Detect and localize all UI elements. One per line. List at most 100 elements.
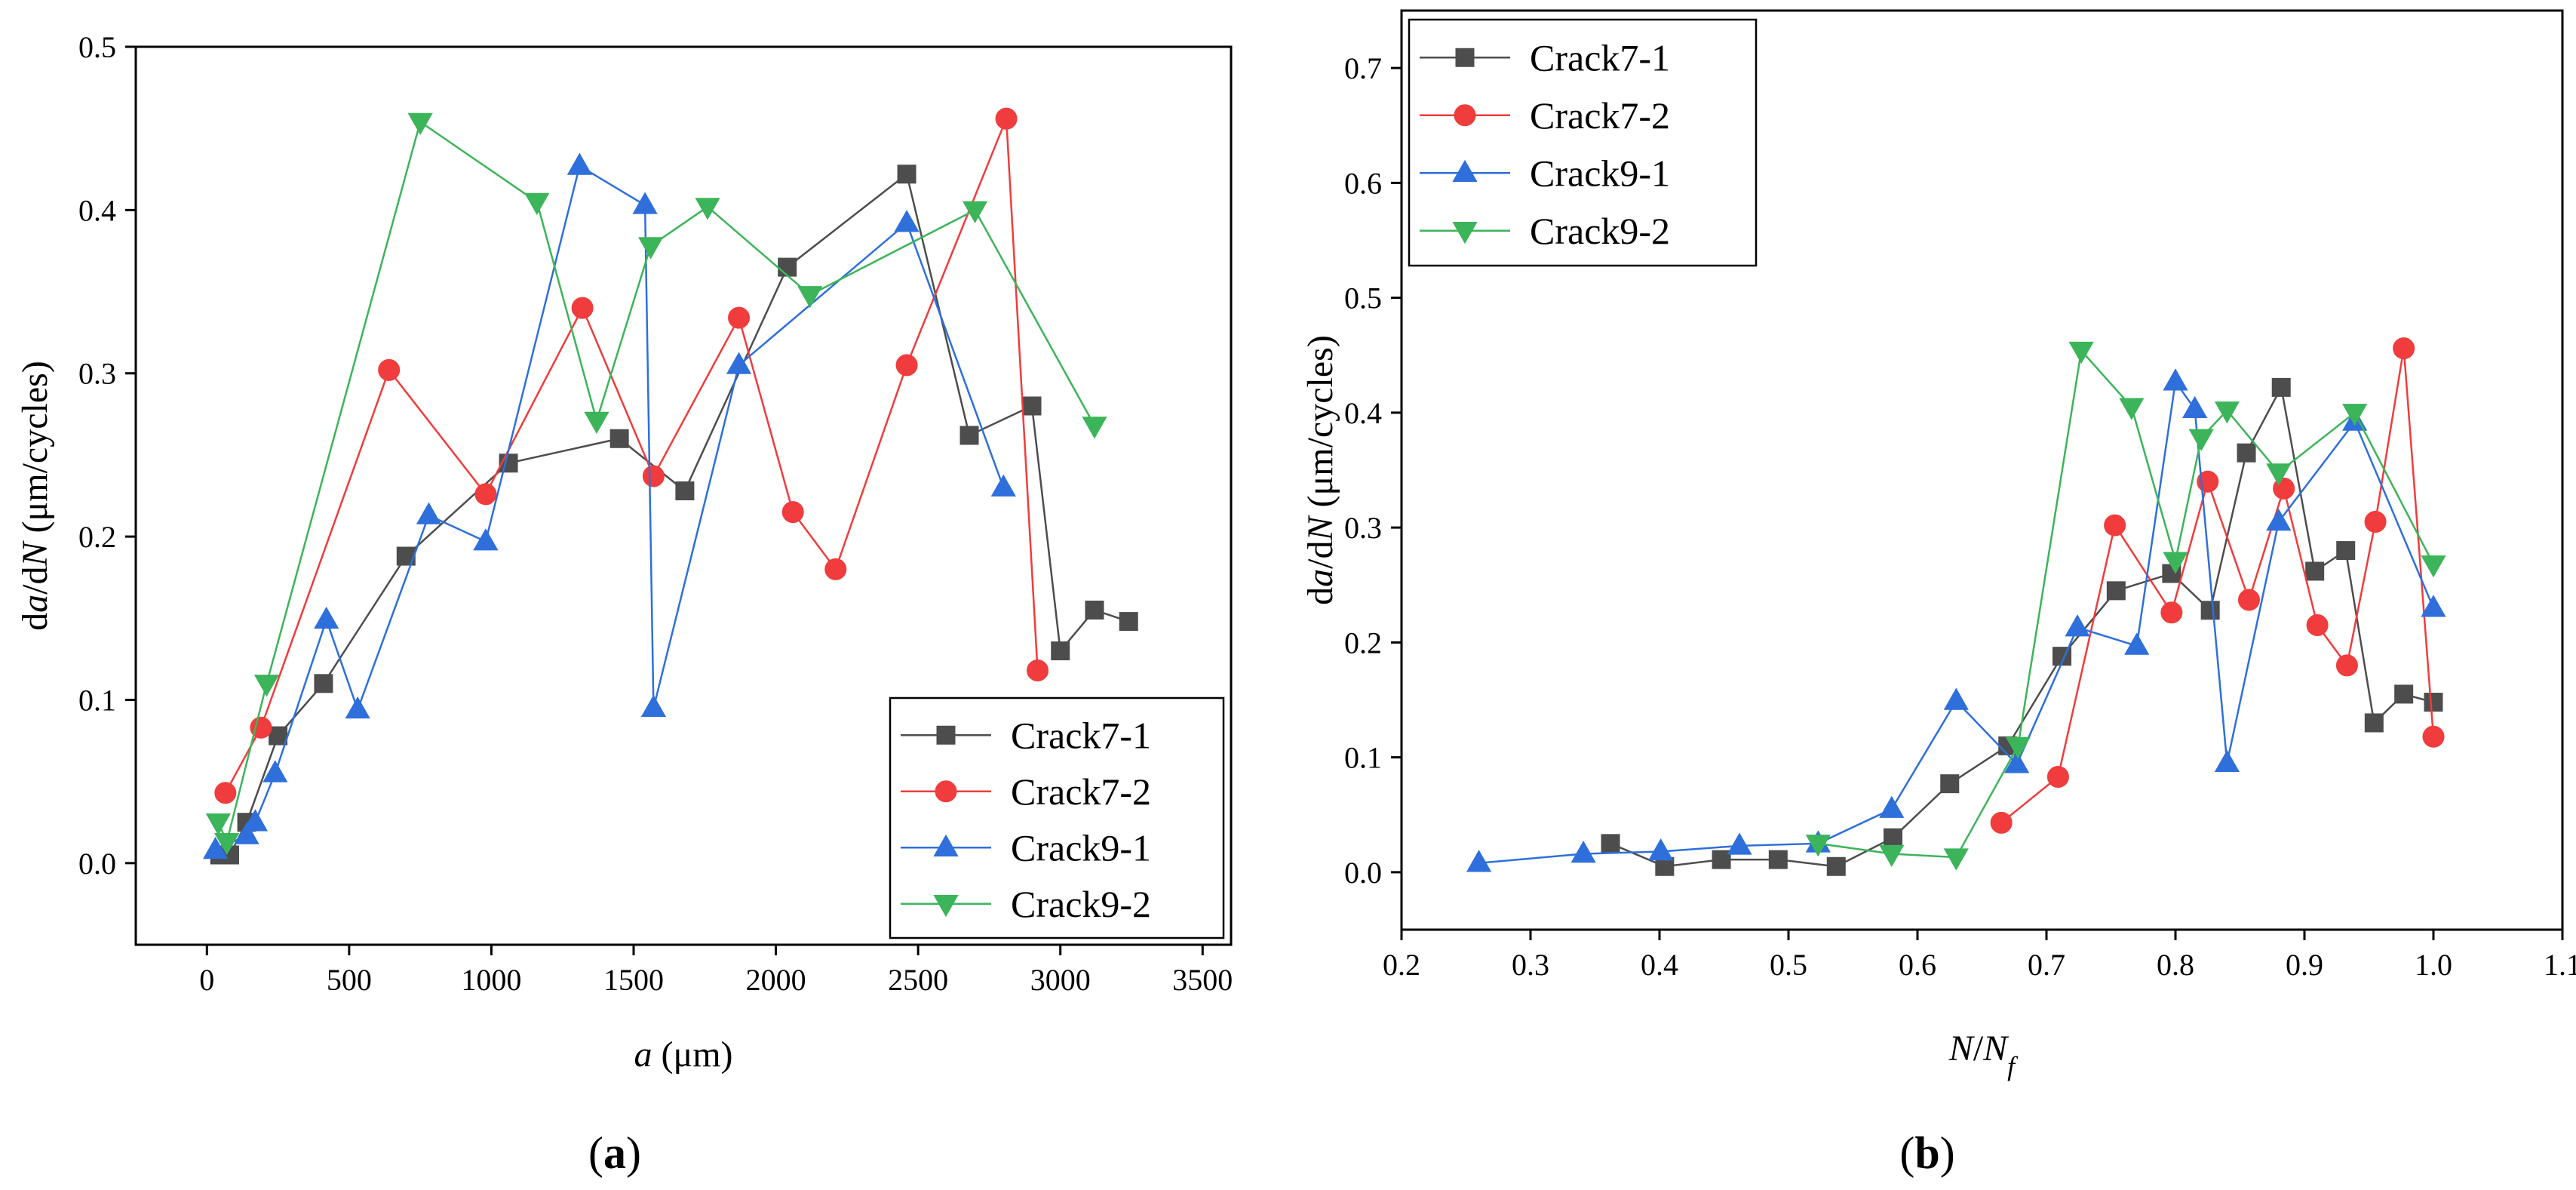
data-point [2393, 337, 2415, 360]
data-point [1712, 850, 1731, 869]
data-point [609, 429, 629, 448]
panel-label: (b) [1899, 1128, 1954, 1178]
x-tick-label: 3500 [1172, 963, 1233, 997]
series-crack9-2 [1805, 341, 2446, 871]
data-point [2237, 443, 2256, 463]
data-point [2124, 632, 2150, 655]
data-point [1466, 850, 1492, 872]
x-tick-label: 0.2 [1383, 948, 1420, 982]
data-point [416, 502, 442, 524]
legend-label: Crack7-1 [1530, 36, 1670, 78]
y-tick-label: 0.0 [78, 847, 116, 881]
data-point [781, 501, 804, 524]
x-tick-label: 0.9 [2286, 948, 2323, 982]
series-line [2000, 348, 2435, 824]
data-point [1570, 841, 1596, 863]
legend-swatch-marker [936, 725, 956, 745]
y-tick-label: 0.1 [1344, 741, 1382, 775]
series-line [224, 118, 1039, 794]
legend-label: Crack7-1 [1011, 714, 1151, 756]
series-crack9-1 [1466, 368, 2446, 872]
data-point [524, 192, 550, 216]
data-point [1022, 396, 1042, 416]
y-tick-label: 0.2 [78, 520, 116, 554]
y-tick-label: 0.5 [1344, 281, 1382, 315]
y-axis-title: da/dN (μm/cycles) [1300, 335, 1340, 605]
y-tick-label: 0.3 [1344, 511, 1382, 545]
data-point [1655, 856, 1675, 876]
series-crack7-1 [210, 165, 1138, 865]
x-tick-label: 0.6 [1899, 948, 1936, 982]
x-axis-title: a (μm) [634, 1035, 732, 1075]
data-point [897, 165, 916, 184]
legend-swatch-marker [1454, 104, 1476, 127]
x-tick-label: 2000 [746, 963, 806, 997]
x-tick-label: 0 [199, 963, 214, 997]
data-point [2005, 736, 2031, 759]
x-tick-label: 1000 [461, 963, 521, 997]
data-point [638, 237, 664, 260]
data-point [2266, 509, 2292, 531]
y-tick-label: 0.4 [78, 193, 116, 227]
data-point [2342, 404, 2368, 426]
data-point [2421, 595, 2446, 617]
plot-frame [134, 45, 1233, 946]
data-point [1601, 834, 1620, 853]
data-point [1879, 844, 1905, 868]
y-tick-label: 0.5 [78, 30, 116, 64]
series-line [1818, 348, 2435, 859]
data-point [2305, 561, 2325, 581]
legend-item: Crack7-1 [901, 714, 1151, 756]
data-point [2214, 749, 2240, 772]
legend-item: Crack7-1 [1420, 36, 1670, 78]
data-point [250, 716, 272, 739]
data-point [2364, 511, 2387, 534]
data-point [253, 675, 280, 697]
data-point [1768, 850, 1788, 869]
y-tick-label: 0.0 [1344, 856, 1382, 890]
data-point [1648, 838, 1674, 861]
x-tick-label: 0.7 [2028, 948, 2065, 982]
series-crack7-2 [214, 107, 1049, 804]
data-point [2119, 398, 2145, 420]
x-tick-label: 1.0 [2415, 948, 2452, 982]
data-point [1119, 612, 1138, 632]
data-point [2424, 693, 2443, 712]
x-tick-label: 0.5 [1770, 948, 1807, 982]
data-point [242, 809, 269, 832]
legend-item: Crack9-2 [901, 883, 1151, 925]
legend-item: Crack7-2 [901, 770, 1151, 813]
legend-label: Crack9-2 [1011, 883, 1151, 925]
data-point [959, 426, 979, 445]
data-point [2163, 552, 2188, 574]
data-point [2163, 368, 2188, 391]
series-crack9-2 [205, 112, 1107, 856]
x-tick-label: 3000 [1030, 963, 1091, 997]
data-point [2364, 713, 2384, 733]
data-point [1940, 774, 1960, 794]
data-point [778, 257, 797, 277]
data-point [1943, 848, 1969, 871]
data-point [234, 822, 259, 844]
data-point [2237, 589, 2260, 611]
data-point [632, 192, 658, 214]
x-tick-label: 0.8 [2157, 948, 2194, 982]
legend-label: Crack7-2 [1011, 770, 1151, 813]
x-tick-label: 2500 [888, 963, 948, 997]
data-point [1082, 417, 1107, 439]
data-point [2394, 684, 2414, 704]
x-tick-label: 500 [327, 963, 372, 997]
legend-swatch-marker [1452, 159, 1478, 182]
data-point [1727, 832, 1752, 855]
data-point [2106, 581, 2126, 601]
data-point [378, 358, 401, 381]
x-tick-label: 0.3 [1512, 948, 1549, 982]
series-crack7-2 [1990, 337, 2445, 834]
legend-item: Crack9-2 [1420, 210, 1670, 252]
data-point [1879, 795, 1905, 818]
data-point [1805, 835, 1831, 857]
data-point [2188, 429, 2214, 451]
plot-frame [1400, 9, 2564, 931]
data-point [797, 286, 823, 309]
